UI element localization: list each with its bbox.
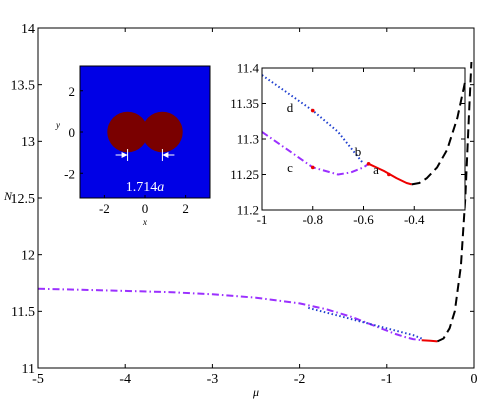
density-x-tick-label: 2: [182, 201, 189, 216]
zoom-series-3-solid: [368, 162, 412, 186]
main-y-tick-label: 11: [22, 362, 35, 377]
main-x-tick-label: -4: [119, 372, 131, 387]
main-y-tick-label: 14: [21, 22, 35, 37]
zoom-plot-background: [262, 68, 465, 210]
main-y-tick-label: 13: [21, 135, 35, 150]
main-y-tick-label: 12.5: [11, 192, 36, 207]
zoom-annotation-c: c: [287, 160, 293, 175]
separation-arrow-right-head: [162, 152, 169, 158]
main-x-tick-label: -3: [207, 372, 219, 387]
main-x-tick-label: -2: [294, 372, 306, 387]
main-series-2-dotted: [308, 306, 423, 340]
zoom-x-tick-label: -0.8: [302, 212, 323, 227]
main-y-tick-label: 13.5: [11, 79, 36, 94]
zoom-y-tick-label: 11.35: [230, 96, 259, 111]
zoom-x-tick-label: -0.6: [353, 212, 374, 227]
zoom-y-tick-label: 11.3: [237, 132, 259, 147]
main-series-3-solid: [421, 339, 438, 343]
density-y-tick-label: -2: [64, 166, 75, 181]
zoom-y-tick-label: 11.4: [237, 61, 260, 76]
zoom-marker-point: [310, 108, 315, 113]
inset-zoom-chart: -1 -0.8 -0.6 -0.4 11.2 11.25 11.3 11.35 11.4 d b c a: [230, 61, 466, 227]
main-series-4-dashed: [436, 61, 473, 343]
zoom-annotation-a: a: [373, 162, 379, 177]
zoom-annotation-d: d: [287, 100, 294, 115]
main-x-tick-label: -5: [32, 372, 44, 387]
zoom-y-tick-label: 11.2: [237, 203, 259, 218]
density-y-axis-label: y: [55, 120, 60, 130]
zoom-x-tick-label: -1: [257, 212, 268, 227]
separation-annotation: 1.714a: [126, 180, 165, 195]
density-disk-left: [107, 111, 148, 153]
density-x-tick-label: 0: [142, 201, 149, 216]
zoom-marker-point: [387, 172, 391, 177]
main-series-1-dashdot: [37, 287, 422, 342]
density-y-tick-label: 0: [69, 125, 76, 140]
zoom-series-4-dashed: [411, 81, 466, 186]
zoom-x-tick-label: -0.4: [404, 212, 425, 227]
zoom-series-2-dashdot: [261, 131, 370, 176]
density-disk-right: [142, 111, 183, 153]
density-x-tick-label: -2: [99, 201, 110, 216]
zoom-series-1-dotted: [261, 74, 365, 165]
main-chart: -5 -4 -3 -2 -1 0 11 11.5 12 12.5 13 13.5 14 μ N: [3, 22, 478, 399]
main-y-tick-label: 11.5: [11, 305, 35, 320]
separation-arrow-left-head: [121, 152, 128, 158]
density-y-tick-label: 2: [69, 84, 76, 99]
density-x-axis-label: x: [142, 217, 147, 227]
zoom-marker-point: [310, 165, 315, 170]
zoom-y-tick-label: 11.25: [230, 167, 259, 182]
inset-density-plot: -2 0 2 -2 0 2 x y 1.714a: [55, 65, 211, 227]
main-x-tick-label: -1: [381, 372, 393, 387]
main-y-axis-label: N: [3, 189, 13, 203]
zoom-annotation-b: b: [355, 144, 362, 159]
zoom-marker-point: [366, 162, 371, 166]
main-x-axis-label: μ: [252, 385, 259, 399]
main-x-tick-label: 0: [471, 372, 478, 387]
main-y-tick-label: 12: [21, 249, 35, 264]
